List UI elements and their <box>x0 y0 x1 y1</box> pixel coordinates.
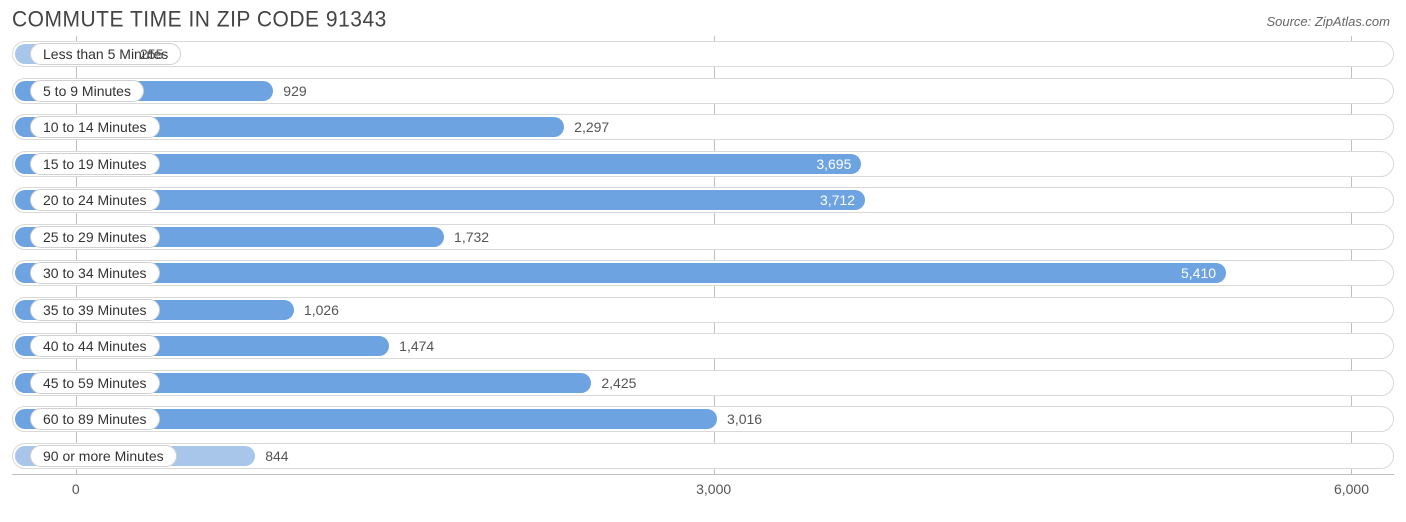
bar-row: 40 to 44 Minutes 1,474 <box>12 328 1394 365</box>
category-pill: 15 to 19 Minutes <box>30 153 160 175</box>
x-axis: 0 3,000 6,000 <box>12 474 1394 508</box>
bar-row: 45 to 59 Minutes 2,425 <box>12 365 1394 402</box>
value-label: 1,732 <box>454 229 489 245</box>
x-tick-label: 0 <box>72 481 80 497</box>
bar-row: 90 or more Minutes 844 <box>12 438 1394 475</box>
value-label: 2,297 <box>574 119 609 135</box>
chart-area: Less than 5 Minutes255 5 to 9 Minutes 929 1… <box>0 36 1406 474</box>
value-label: 929 <box>283 83 306 99</box>
category-pill: 30 to 34 Minutes <box>30 262 160 284</box>
category-pill: 35 to 39 Minutes <box>30 299 160 321</box>
bar-row: 20 to 24 Minutes 3,712 <box>12 182 1394 219</box>
bar-fill <box>15 263 1226 283</box>
value-label: 3,712 <box>820 192 855 208</box>
chart-source: Source: ZipAtlas.com <box>1266 14 1390 29</box>
x-tick-label: 3,000 <box>696 481 731 497</box>
category-pill: 25 to 29 Minutes <box>30 226 160 248</box>
source-prefix: Source: <box>1266 14 1314 29</box>
value-label: 2,425 <box>601 375 636 391</box>
bar-row: Less than 5 Minutes255 <box>12 36 1394 73</box>
x-tick <box>714 469 715 475</box>
value-label: 3,016 <box>727 411 762 427</box>
bar-row: 35 to 39 Minutes 1,026 <box>12 292 1394 329</box>
bar-row: 15 to 19 Minutes 3,695 <box>12 146 1394 183</box>
category-pill: 20 to 24 Minutes <box>30 189 160 211</box>
bar-row: 10 to 14 Minutes 2,297 <box>12 109 1394 146</box>
category-pill: 60 to 89 Minutes <box>30 408 160 430</box>
value-label: 5,410 <box>1181 265 1216 281</box>
source-name: ZipAtlas.com <box>1315 14 1390 29</box>
value-label: 1,026 <box>304 302 339 318</box>
bar-row: 25 to 29 Minutes 1,732 <box>12 219 1394 256</box>
x-tick-label: 6,000 <box>1334 481 1369 497</box>
chart-title: COMMUTE TIME IN ZIP CODE 91343 <box>12 7 387 32</box>
value-label: 1,474 <box>399 338 434 354</box>
value-label: 3,695 <box>816 156 851 172</box>
chart-header: COMMUTE TIME IN ZIP CODE 91343 Source: Z… <box>0 0 1406 36</box>
bar-track <box>12 41 1394 67</box>
category-pill: 10 to 14 Minutes <box>30 116 160 138</box>
category-pill: 90 or more Minutes <box>30 445 177 467</box>
bar-row: 30 to 34 Minutes 5,410 <box>12 255 1394 292</box>
category-pill: 5 to 9 Minutes <box>30 80 144 102</box>
category-pill: 45 to 59 Minutes <box>30 372 160 394</box>
x-tick <box>1351 469 1352 475</box>
x-tick <box>76 469 77 475</box>
plot-area: Less than 5 Minutes255 5 to 9 Minutes 929 1… <box>12 36 1394 474</box>
value-label: 844 <box>265 448 288 464</box>
bar-row: 60 to 89 Minutes 3,016 <box>12 401 1394 438</box>
value-label: 255 <box>140 46 163 62</box>
bar-row: 5 to 9 Minutes 929 <box>12 73 1394 110</box>
category-pill: 40 to 44 Minutes <box>30 335 160 357</box>
